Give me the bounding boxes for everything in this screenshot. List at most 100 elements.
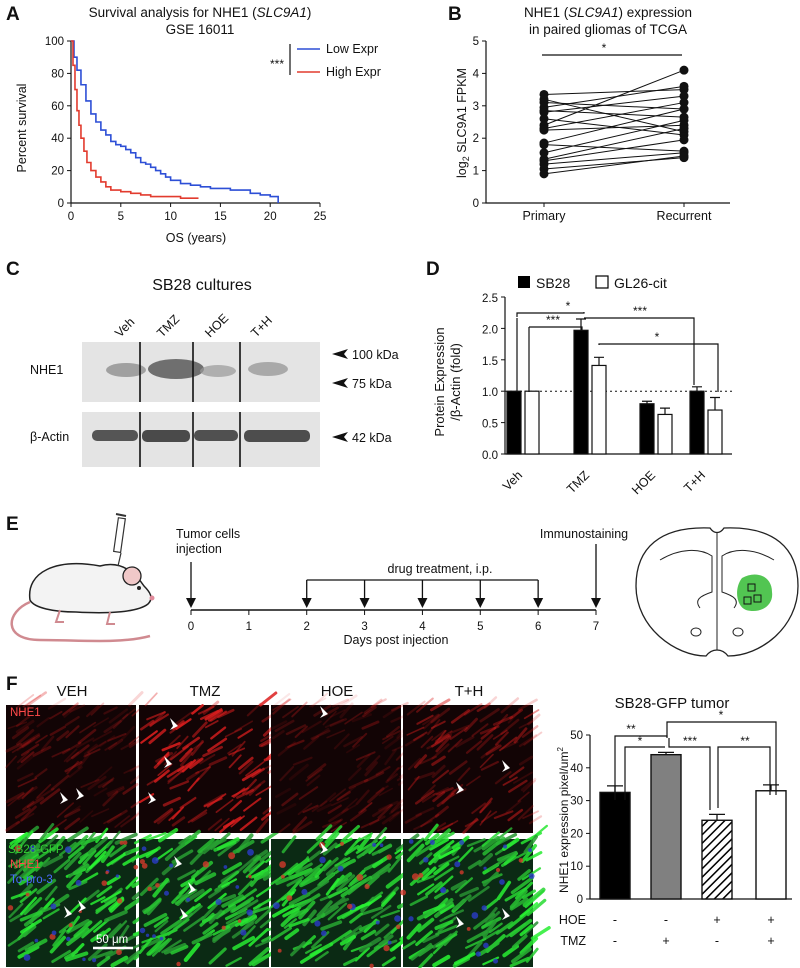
panel-b-tick-labels: 0 1 2 3 4 5 — [473, 36, 480, 210]
micrograph-fiber — [35, 734, 48, 744]
error-bar — [709, 813, 725, 821]
micrograph-nhe1-bg — [403, 705, 533, 833]
micrograph-nucleus — [14, 845, 21, 852]
arrow-immunostaining-head — [591, 598, 601, 608]
sign-tmz: - — [613, 934, 617, 948]
micrograph-fiber — [517, 698, 538, 711]
micrograph-fiber — [512, 771, 533, 784]
micrograph-cell — [371, 827, 388, 845]
micrograph-cell — [381, 891, 396, 908]
micrograph-fiber — [36, 716, 51, 728]
micrograph-cell — [334, 857, 351, 867]
micrograph-fiber — [384, 734, 404, 750]
panel-d-ylabel-line1: Protein Expression — [432, 327, 447, 436]
micrograph-cell — [297, 893, 321, 909]
panel-d-sig-1: *** — [546, 313, 560, 327]
micrograph-cell — [105, 923, 122, 940]
legend-swatch-gl26 — [595, 275, 609, 289]
micrograph-fiber — [291, 701, 308, 718]
micrograph-cell — [410, 942, 433, 961]
micrograph-nucleus — [483, 942, 489, 949]
marker-arrow-75 — [332, 378, 348, 388]
micrograph-fiber — [329, 788, 347, 803]
micrograph-cell — [339, 934, 356, 946]
micrograph-cell — [178, 835, 192, 845]
micrograph-nucleus — [400, 889, 407, 896]
panel-d-axes — [501, 296, 732, 455]
micrograph-cell — [68, 845, 85, 860]
micrograph-fiber — [416, 714, 434, 725]
micrograph-cell — [314, 951, 329, 962]
micrograph-fiber — [422, 713, 440, 726]
micrograph-nucleus — [75, 879, 82, 886]
micrograph-fiber — [191, 704, 204, 715]
micrograph-cell — [42, 854, 64, 868]
micrograph-cell — [519, 924, 534, 937]
micrograph-cell — [239, 914, 257, 927]
micrograph-fiber — [20, 743, 40, 757]
micrograph-cell — [109, 920, 128, 939]
marker-label-75: 75 kDa — [352, 377, 392, 391]
y-tick-label: 0 — [58, 198, 64, 210]
micrograph-cell — [166, 918, 190, 936]
micrograph-cell — [164, 842, 185, 861]
x-tick-label: 5 — [118, 211, 124, 223]
micrograph-fiber — [166, 765, 185, 778]
micrograph-cell — [343, 956, 359, 967]
pair-line — [543, 95, 685, 113]
pair-line — [543, 118, 685, 136]
micrograph-cell — [344, 844, 360, 856]
micrograph-cell — [231, 896, 255, 913]
micrograph-fiber — [274, 719, 295, 733]
arrowhead — [60, 792, 68, 804]
micrograph-cell — [126, 951, 141, 965]
micrograph-fiber — [251, 767, 265, 778]
point-primary — [539, 148, 549, 158]
micrograph-fiber — [76, 737, 95, 749]
panel-letter-a: A — [6, 4, 20, 25]
micrograph-cell — [299, 948, 323, 964]
micrograph-cell — [180, 877, 196, 888]
micrograph-fiber — [281, 792, 299, 807]
micrograph-nucleus — [25, 892, 30, 897]
micrograph-fiber — [358, 802, 373, 814]
micrograph-nucleus — [440, 887, 447, 894]
micrograph-fiber — [204, 720, 219, 729]
micrograph-cell — [80, 872, 99, 884]
micrograph-fiber — [434, 733, 452, 743]
panel-a-survival-lines — [71, 40, 279, 203]
micrograph-fiber — [505, 800, 522, 814]
micrograph-fiber — [231, 787, 249, 798]
micrograph-cell — [81, 920, 103, 939]
micrograph-fiber — [436, 787, 454, 796]
micrograph-cell — [433, 862, 450, 876]
micrograph-fiber — [255, 785, 272, 796]
micrograph-fiber — [302, 804, 319, 814]
panel-e: E Tumor cells injection drug treatment, … — [6, 513, 799, 657]
micrograph-cell — [153, 916, 169, 928]
micrograph-fiber — [108, 738, 124, 751]
micrograph-cell — [452, 894, 472, 911]
micrograph-cell — [217, 870, 240, 889]
micrograph-fiber — [462, 817, 479, 835]
micrograph-nucleus — [34, 938, 39, 943]
pair-line — [543, 144, 685, 152]
micrograph-fiber — [228, 747, 246, 756]
micrograph-nucleus — [528, 848, 533, 853]
micrograph-fiber — [121, 725, 136, 741]
micrograph-nucleus — [411, 873, 419, 881]
micrograph-fiber — [437, 822, 454, 832]
micrograph-cell — [373, 866, 391, 879]
micrograph-fiber — [241, 768, 262, 782]
panel-a-axes — [67, 40, 321, 207]
panel-f-significance-brackets: ** * *** * ** — [614, 708, 777, 810]
micrograph-fiber — [206, 793, 227, 808]
micrograph-cell — [287, 878, 303, 896]
micrograph-fiber — [404, 812, 422, 824]
lane-label-hoe: HOE — [202, 311, 231, 340]
panel-f: F VEH TMZ HOE T+H NHE1 SB28-GFP NHE1 To-… — [5, 674, 792, 968]
micrograph-nucleus — [495, 867, 501, 873]
micrograph-cell — [287, 908, 309, 920]
micrograph-cell — [453, 952, 476, 966]
micrograph-fiber — [108, 708, 129, 724]
